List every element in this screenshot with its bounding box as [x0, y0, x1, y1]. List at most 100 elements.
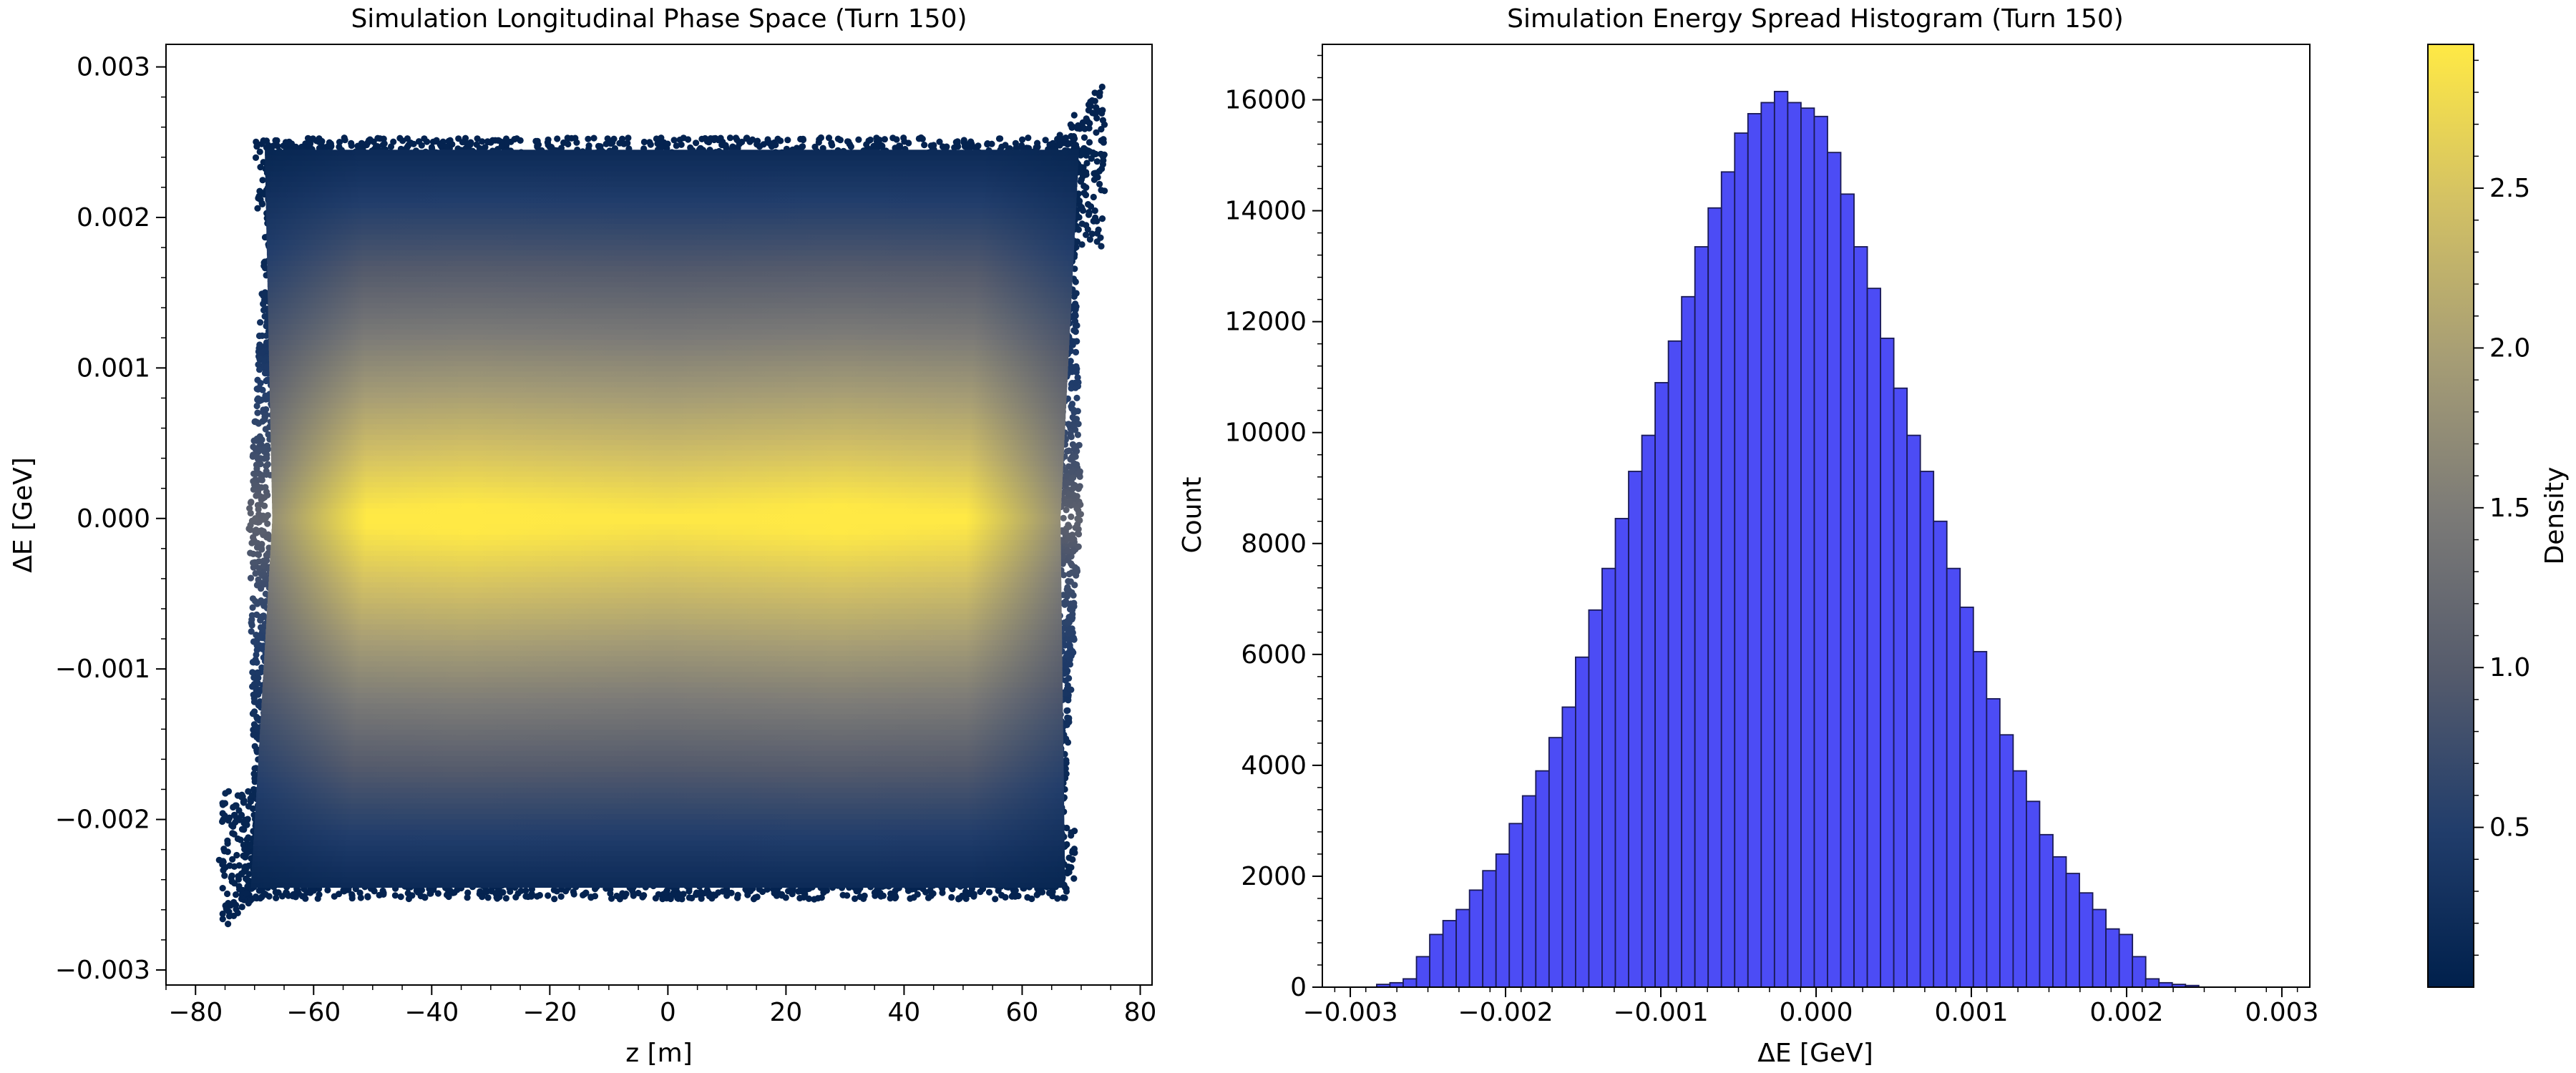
phase-space-point: [616, 896, 624, 903]
phase-space-point: [1065, 854, 1073, 861]
phase-space-point: [608, 138, 615, 145]
phase-space-point: [1013, 144, 1020, 152]
phase-space-point: [484, 894, 492, 901]
phase-space-point: [675, 891, 683, 898]
phase-space-point: [282, 139, 289, 146]
phase-space-point: [256, 148, 263, 155]
phase-space-point: [494, 137, 502, 144]
phase-space-point: [892, 892, 899, 899]
phase-space-point: [698, 895, 705, 902]
phase-space-point: [256, 187, 263, 195]
phase-space-point: [814, 895, 821, 902]
phase-space-point: [995, 135, 1003, 142]
phase-space-point: [756, 143, 763, 150]
phase-space-point: [1067, 358, 1074, 365]
phase-space-point: [834, 135, 841, 142]
phase-space-point: [1042, 137, 1049, 144]
phase-space-point: [259, 572, 266, 579]
phase-space-point: [255, 675, 262, 682]
phase-space-point: [942, 144, 950, 151]
phase-space-point: [1063, 506, 1070, 514]
phase-space-point: [356, 889, 364, 896]
phase-space-point: [795, 888, 802, 895]
phase-space-point: [447, 137, 454, 144]
phase-space-point: [479, 893, 486, 901]
phase-space-point: [517, 887, 525, 894]
phase-space-point: [580, 891, 587, 898]
phase-space-point: [954, 138, 961, 145]
phase-space-point: [274, 142, 281, 150]
phase-space-point: [664, 140, 671, 147]
phase-space-point: [743, 134, 751, 142]
phase-space-point: [658, 144, 665, 151]
phase-space-point: [685, 136, 692, 143]
phase-space-point: [697, 888, 705, 896]
phase-space-point: [881, 136, 888, 143]
phase-space-point: [327, 140, 334, 147]
phase-space-point: [779, 892, 786, 899]
phase-space-point: [254, 669, 261, 676]
phase-space-point: [948, 893, 955, 901]
phase-space-point: [380, 891, 387, 898]
phase-space-point: [1074, 530, 1082, 537]
phase-space-point: [430, 886, 437, 893]
phase-space-point: [1075, 543, 1082, 550]
phase-space-point: [247, 526, 254, 534]
phase-space-point: [585, 142, 592, 150]
phase-space-point: [1063, 824, 1070, 832]
phase-space-point: [570, 891, 577, 898]
phase-space-point: [293, 144, 300, 152]
phase-space-point: [1060, 514, 1067, 521]
phase-space-point: [1054, 895, 1061, 902]
phase-space-point: [591, 893, 599, 900]
phase-space-point: [424, 138, 431, 145]
phase-space-point: [290, 891, 297, 899]
phase-space-point: [970, 893, 977, 900]
phase-space-point: [860, 895, 867, 902]
phase-space-plot: Simulation Longitudinal Phase Space (Tur…: [9, 4, 1156, 1068]
phase-space-point: [250, 444, 257, 451]
phase-space-point: [259, 200, 266, 207]
phase-space-point: [256, 366, 263, 373]
phase-space-point: [595, 142, 602, 150]
phase-space-point: [927, 142, 935, 150]
phase-space-point: [905, 139, 912, 147]
phase-space-point: [381, 140, 388, 147]
phase-space-point: [335, 891, 343, 898]
phase-space-point: [1074, 374, 1081, 381]
phase-space-point: [961, 892, 969, 899]
phase-space-point: [1035, 890, 1042, 897]
phase-space-point: [371, 888, 378, 895]
phase-space-point: [545, 136, 552, 143]
phase-space-point: [730, 144, 737, 151]
phase-space-point: [590, 134, 597, 142]
phase-space-point: [693, 139, 700, 147]
phase-space-point: [502, 895, 510, 902]
phase-space-point: [248, 616, 255, 623]
phase-space-point: [726, 134, 734, 142]
phase-space-point: [316, 891, 323, 898]
phase-space-point: [1033, 144, 1040, 151]
phase-space-point: [992, 896, 999, 903]
phase-space-point: [876, 137, 883, 144]
phase-space-point: [464, 894, 471, 901]
phase-space-point: [710, 892, 717, 899]
phase-space-point: [365, 137, 373, 144]
phase-space-point: [449, 889, 457, 896]
phase-space-point: [258, 664, 265, 671]
phase-space-point: [253, 143, 260, 150]
phase-space-point: [534, 893, 541, 900]
phase-space-point: [844, 138, 852, 145]
phase-space-point: [546, 143, 553, 150]
phase-space-point: [799, 143, 806, 150]
phase-space-point: [769, 141, 776, 149]
phase-space-point: [341, 137, 348, 144]
phase-space-point: [557, 893, 565, 900]
phase-space-point: [914, 891, 921, 898]
phase-space-point: [336, 139, 343, 146]
phase-space-point: [867, 136, 874, 144]
phase-space-point: [763, 886, 771, 893]
phase-space-point: [479, 138, 486, 145]
phase-space-point: [1025, 134, 1032, 142]
phase-space-point: [608, 895, 615, 902]
